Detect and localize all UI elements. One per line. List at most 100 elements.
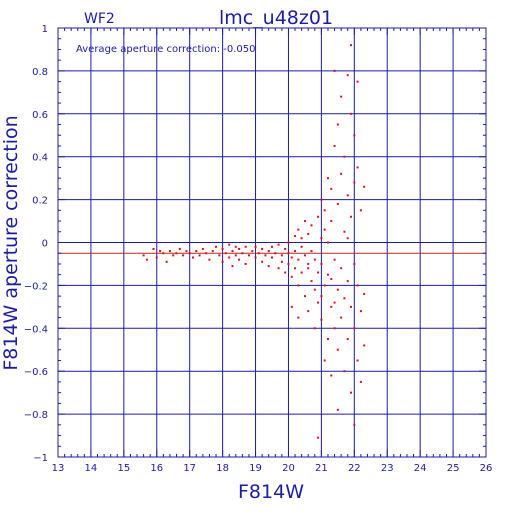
- data-point: [185, 250, 188, 253]
- data-point: [172, 254, 175, 257]
- data-point: [284, 247, 287, 250]
- data-point: [195, 250, 198, 253]
- data-point: [244, 262, 247, 265]
- data-point: [254, 245, 257, 248]
- data-point: [356, 284, 359, 287]
- data-point: [201, 247, 204, 250]
- y-tick-label: −0.8: [24, 410, 48, 421]
- x-tick-label: 17: [183, 463, 196, 474]
- data-point: [294, 250, 297, 253]
- data-point: [303, 220, 306, 223]
- data-point: [320, 295, 323, 298]
- data-point: [353, 423, 356, 426]
- data-point: [175, 252, 178, 255]
- data-point: [165, 260, 168, 263]
- y-axis-label: F814W aperture correction: [0, 115, 22, 370]
- data-point: [356, 359, 359, 362]
- data-point: [297, 258, 300, 261]
- data-point: [145, 258, 148, 261]
- data-point: [191, 256, 194, 259]
- average-annotation: Average aperture correction: -0.050: [76, 44, 256, 55]
- y-tick-label: 0: [42, 239, 48, 250]
- data-point: [343, 230, 346, 233]
- data-point: [343, 297, 346, 300]
- y-tick-label: −1: [33, 453, 48, 464]
- data-point: [346, 74, 349, 77]
- data-point: [336, 123, 339, 126]
- data-point: [162, 252, 165, 255]
- data-point: [323, 228, 326, 231]
- data-point: [340, 267, 343, 270]
- data-point: [310, 250, 313, 253]
- y-tick-label: −0.2: [24, 281, 48, 292]
- data-point: [340, 95, 343, 98]
- data-point: [287, 241, 290, 244]
- data-point: [350, 112, 353, 115]
- data-point: [330, 220, 333, 223]
- data-point: [307, 267, 310, 270]
- data-point: [274, 252, 277, 255]
- data-point: [333, 258, 336, 261]
- data-point: [287, 252, 290, 255]
- data-point: [346, 280, 349, 283]
- data-point: [330, 187, 333, 190]
- data-point: [333, 301, 336, 304]
- data-point: [350, 215, 353, 218]
- data-point: [313, 327, 316, 330]
- data-point: [330, 277, 333, 280]
- chart-title: lmc_u48z01: [219, 7, 333, 29]
- reference-lines: [58, 242, 486, 254]
- data-point: [290, 305, 293, 308]
- data-point: [178, 247, 181, 250]
- data-point: [359, 209, 362, 212]
- data-point: [317, 271, 320, 274]
- data-point: [326, 338, 329, 341]
- data-point: [356, 166, 359, 169]
- data-point: [350, 305, 353, 308]
- data-point: [297, 316, 300, 319]
- data-point: [307, 232, 310, 235]
- x-tick-label: 18: [216, 463, 229, 474]
- data-point: [152, 247, 155, 250]
- data-point: [300, 237, 303, 240]
- data-point: [346, 194, 349, 197]
- data-point: [350, 391, 353, 394]
- data-point: [340, 172, 343, 175]
- data-point: [336, 408, 339, 411]
- data-point: [323, 209, 326, 212]
- data-point: [300, 271, 303, 274]
- data-point: [238, 247, 241, 250]
- data-point: [267, 250, 270, 253]
- data-point: [297, 284, 300, 287]
- data-point: [228, 243, 231, 246]
- data-point: [313, 288, 316, 291]
- data-point: [277, 243, 280, 246]
- ticks: [57, 27, 487, 458]
- data-point: [320, 262, 323, 265]
- data-point: [294, 235, 297, 238]
- chip-label: WF2: [84, 11, 115, 27]
- data-point: [294, 267, 297, 270]
- x-tick-label: 25: [447, 463, 460, 474]
- data-point: [208, 258, 211, 261]
- data-point: [346, 237, 349, 240]
- x-tick-label: 19: [249, 463, 262, 474]
- data-point: [336, 202, 339, 205]
- data-point: [326, 273, 329, 276]
- data-point: [326, 241, 329, 244]
- data-point: [336, 348, 339, 351]
- data-point: [261, 260, 264, 263]
- x-axis-label: F814W: [238, 481, 304, 503]
- data-point: [264, 254, 267, 257]
- data-point: [142, 254, 145, 257]
- data-point: [363, 185, 366, 188]
- data-point: [261, 247, 264, 250]
- y-tick-label: 0.6: [32, 110, 48, 121]
- data-point: [231, 265, 234, 268]
- data-point: [168, 250, 171, 253]
- data-point: [323, 284, 326, 287]
- data-point: [198, 254, 201, 257]
- data-point: [353, 181, 356, 184]
- data-point: [307, 310, 310, 313]
